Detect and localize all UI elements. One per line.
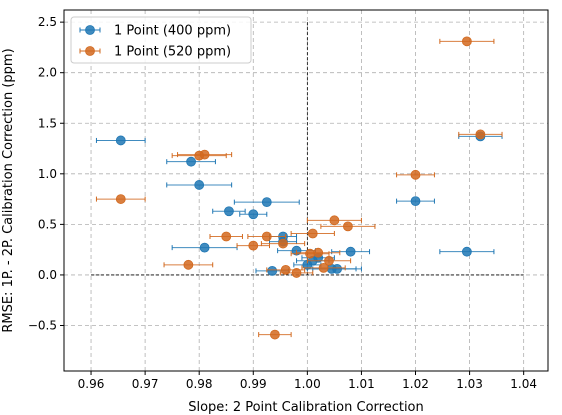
data-point — [199, 149, 210, 160]
data-point — [270, 329, 280, 340]
data-point — [291, 268, 302, 278]
data-point — [324, 255, 334, 266]
x-tick-label: 1.00 — [294, 377, 321, 391]
reference-lines — [91, 22, 524, 276]
plot-area-frame — [63, 9, 549, 372]
data-point — [186, 156, 196, 167]
y-tick-label: 1.5 — [38, 116, 57, 130]
data-point — [329, 215, 340, 226]
data-point — [313, 247, 324, 258]
x-tick-label: 0.98 — [186, 377, 213, 391]
legend: 1 Point (400 ppm) 1 Point (520 ppm) — [70, 16, 252, 64]
data-point — [115, 135, 126, 146]
data-point — [278, 238, 288, 249]
data-point — [461, 36, 472, 47]
data-point — [280, 264, 291, 275]
x-tick-label: 0.96 — [78, 377, 105, 391]
data-point — [307, 228, 318, 239]
legend-entries: 1 Point (400 ppm) 1 Point (520 ppm) — [79, 24, 231, 60]
series-1 — [95, 131, 503, 276]
x-tick-label: 1.04 — [510, 377, 537, 391]
data-point — [318, 262, 329, 273]
data-point — [224, 206, 234, 217]
y-axis-label: RMSE: 1P. - 2P. Calibration Correction (… — [1, 48, 16, 332]
x-axis-label: Slope: 2 Point Calibration Correction — [188, 400, 424, 415]
data-point — [267, 265, 278, 276]
data-point — [248, 240, 259, 251]
y-tick-label: 0.5 — [38, 217, 57, 231]
data-point — [199, 242, 210, 253]
legend-label: 1 Point (400 ppm) — [114, 24, 231, 39]
axis-ticks: 0.96 0.97 0.98 0.99 1.00 1.01 1.02 1.03 1.04 −0.5… — [28, 15, 537, 391]
data-point — [345, 246, 356, 257]
y-tick-label: 2.5 — [38, 15, 57, 29]
y-tick-label: −0.5 — [28, 318, 57, 332]
data-point — [183, 259, 194, 270]
data-point — [221, 231, 232, 242]
data-point — [475, 129, 486, 140]
data-point — [410, 169, 421, 180]
legend-label: 1 Point (520 ppm) — [114, 45, 231, 60]
data-point — [115, 194, 126, 204]
data-point — [343, 221, 353, 232]
x-tick-label: 1.03 — [456, 377, 483, 391]
data-point — [248, 209, 259, 220]
legend-marker — [85, 25, 95, 35]
x-tick-label: 1.02 — [402, 377, 429, 391]
y-tick-label: 2.0 — [38, 66, 57, 80]
legend-entry-1: 1 Point (400 ppm) — [79, 24, 231, 39]
y-tick-label: 0.0 — [38, 268, 57, 282]
data-point — [305, 248, 315, 259]
data-point — [194, 180, 205, 190]
legend-box — [70, 16, 252, 64]
legend-marker — [85, 46, 95, 56]
y-tick-label: 1.0 — [38, 167, 57, 181]
x-tick-label: 0.97 — [132, 377, 159, 391]
data-point — [332, 263, 342, 274]
data-point — [261, 231, 272, 242]
x-tick-label: 0.99 — [240, 377, 267, 391]
data-point — [410, 196, 421, 207]
series-2 — [95, 36, 503, 340]
data-point — [261, 197, 272, 208]
data-series — [95, 36, 503, 340]
legend-entry-2: 1 Point (520 ppm) — [79, 45, 231, 60]
data-point — [461, 246, 472, 257]
x-tick-label: 1.01 — [348, 377, 375, 391]
grid-lines — [64, 10, 548, 371]
